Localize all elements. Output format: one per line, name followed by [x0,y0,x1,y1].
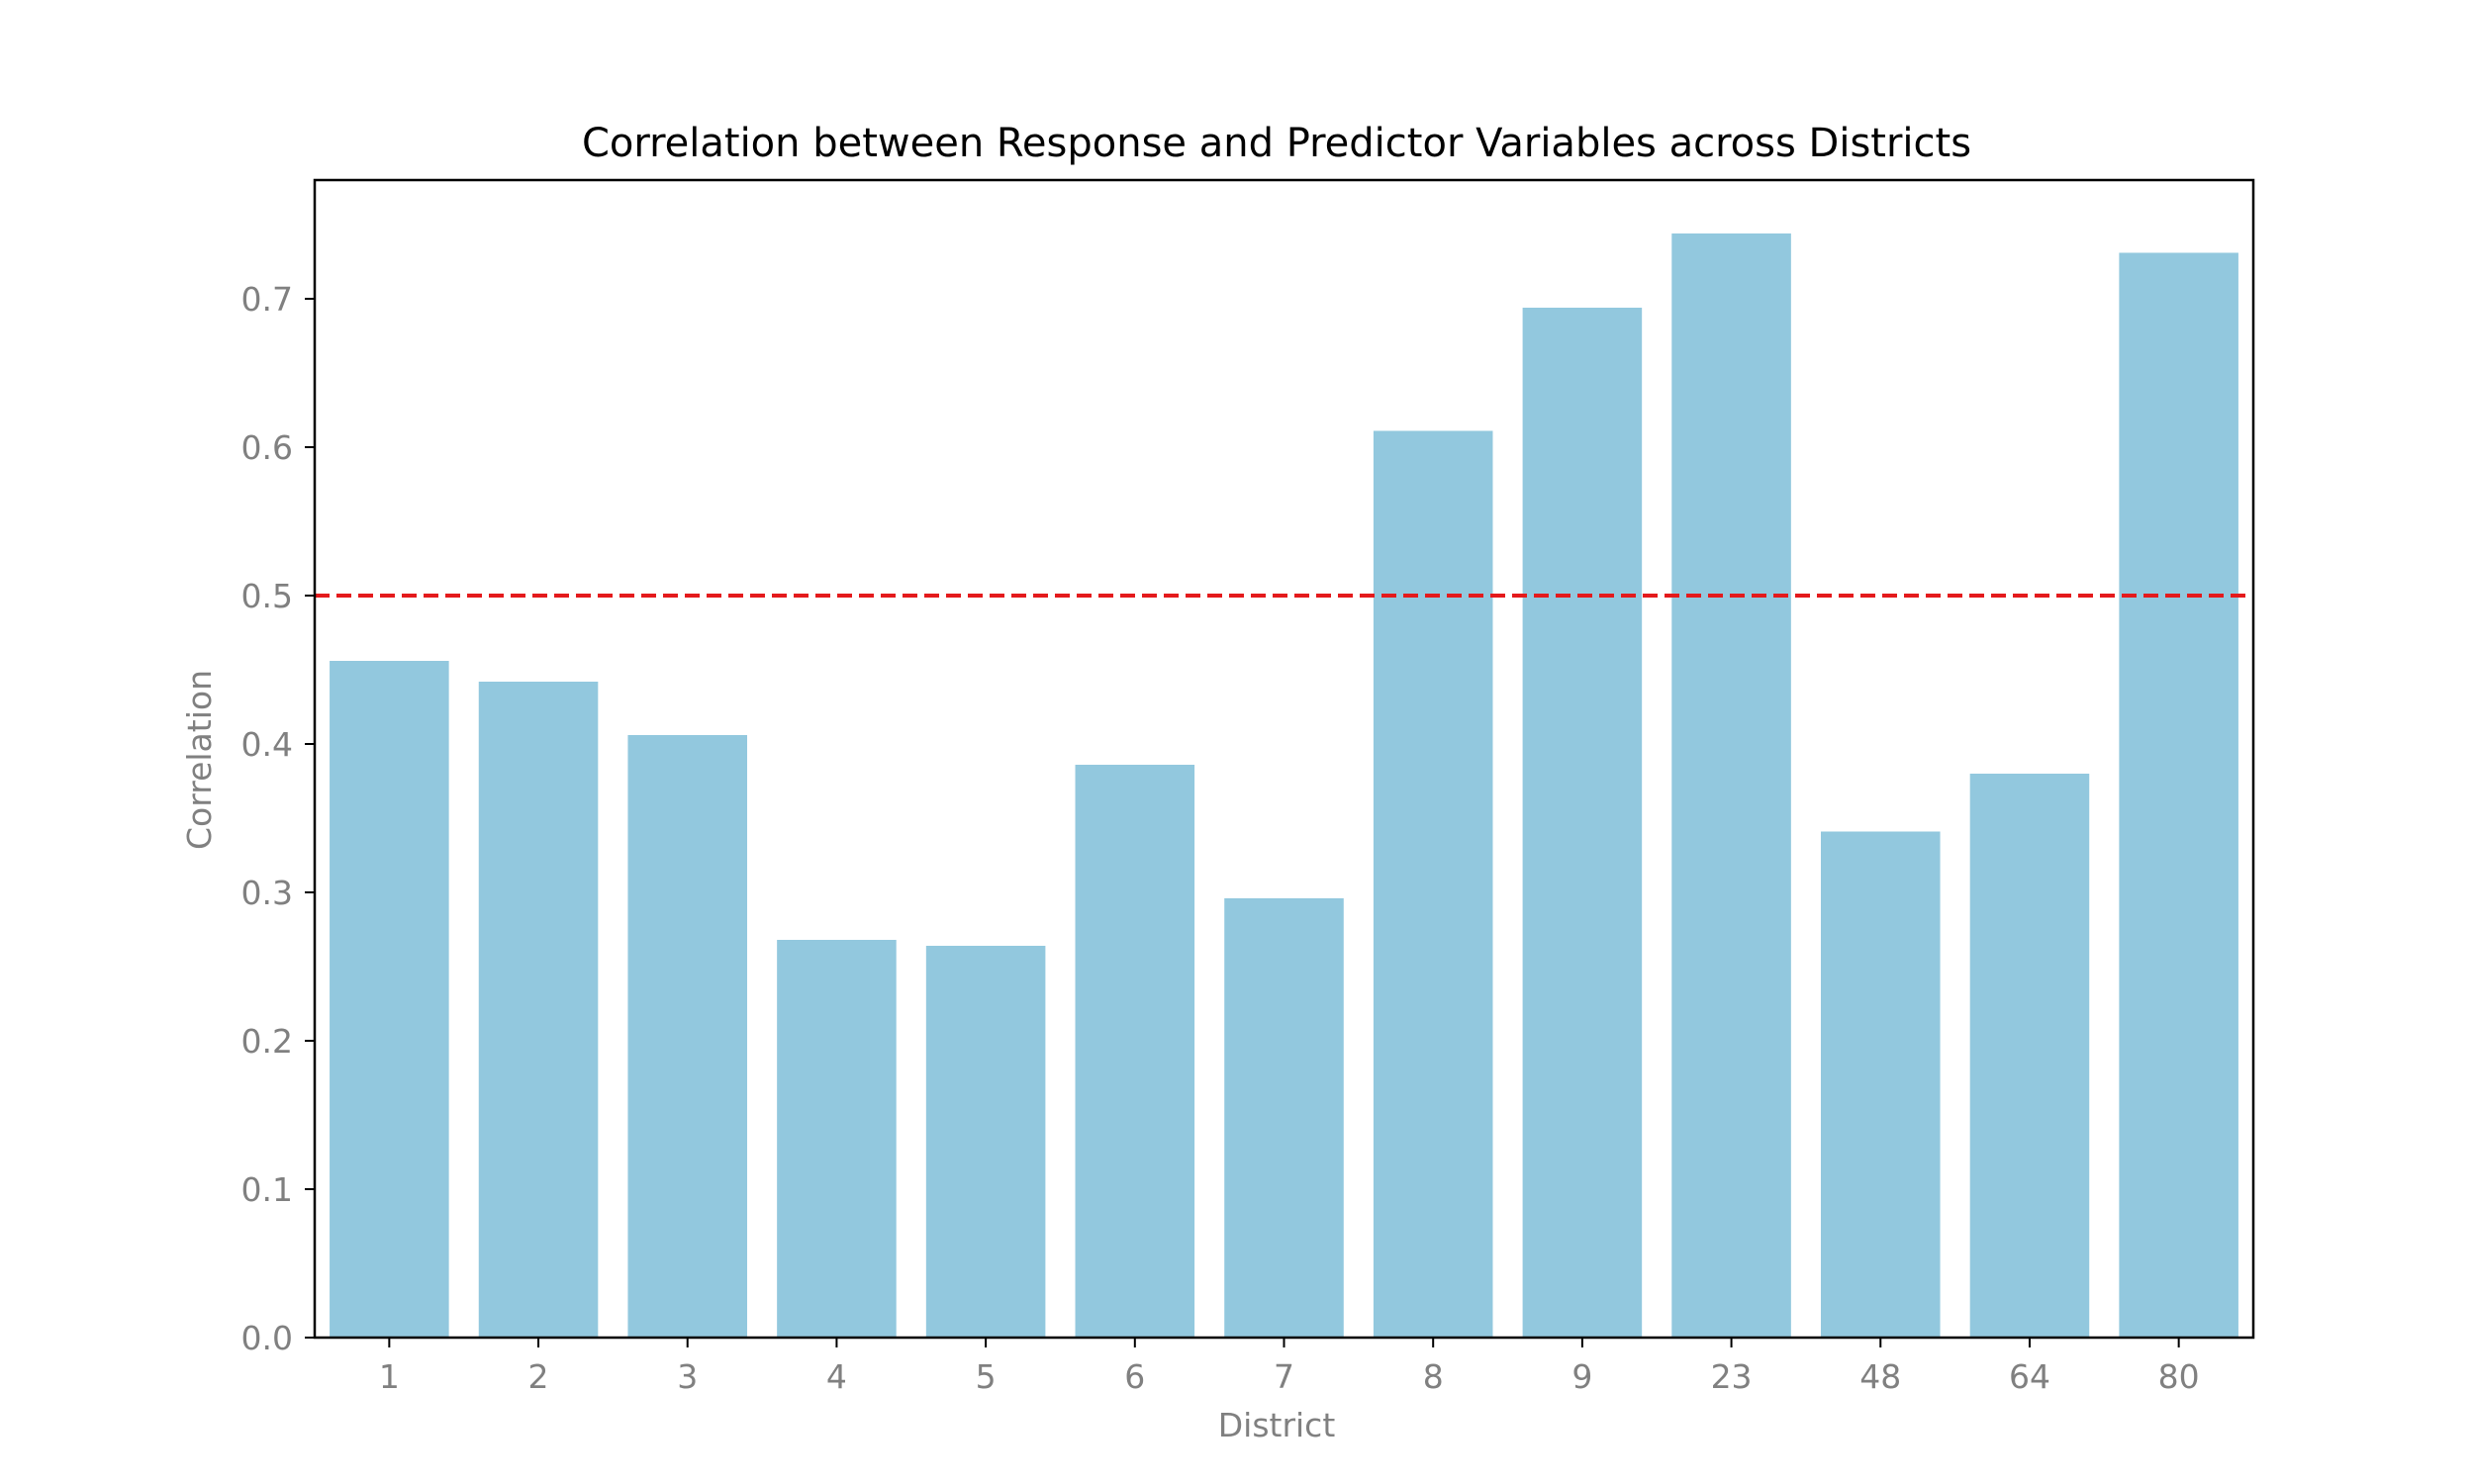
x-tick-label: 6 [1124,1357,1145,1396]
x-tick-label: 1 [379,1357,400,1396]
x-tick-label: 23 [1711,1357,1753,1396]
y-tick-label: 0.7 [241,280,293,319]
bar-district-2 [478,682,599,1338]
bar-district-64 [1969,774,2090,1338]
x-tick-label: 2 [528,1357,549,1396]
bar-district-8 [1373,430,1493,1338]
bar-district-4 [777,940,897,1338]
y-axis: 0.0 0.1 0.2 0.3 0.4 0.5 0.6 0.7 [241,280,315,1357]
x-tick-label: 80 [2158,1357,2200,1396]
x-tick-label: 9 [1571,1357,1592,1396]
bars-layer [330,233,2238,1338]
y-tick-label: 0.0 [241,1319,293,1357]
chart-title: Correlation between Response and Predict… [582,121,1971,166]
bar-district-7 [1224,898,1344,1338]
bar-district-6 [1075,765,1195,1338]
y-tick-label: 0.3 [241,874,293,912]
y-tick-label: 0.2 [241,1022,293,1061]
y-tick-label: 0.6 [241,428,293,467]
y-tick-label: 0.5 [241,577,293,615]
y-axis-label: Correlation [180,670,219,850]
x-tick-label: 7 [1274,1357,1294,1396]
y-tick-label: 0.1 [241,1170,293,1209]
y-tick-label: 0.4 [241,725,293,764]
x-axis: 1 2 3 4 5 6 7 8 9 23 48 64 80 [379,1338,2200,1396]
bar-district-9 [1522,308,1643,1338]
bar-district-1 [330,661,449,1338]
bar-district-23 [1671,233,1791,1338]
x-tick-label: 8 [1423,1357,1444,1396]
x-tick-label: 64 [2009,1357,2050,1396]
x-tick-label: 48 [1859,1357,1901,1396]
x-tick-label: 4 [826,1357,847,1396]
bar-district-48 [1820,831,1941,1338]
x-tick-label: 5 [976,1357,997,1396]
bar-district-80 [2119,252,2238,1338]
bar-district-3 [627,735,748,1338]
bar-district-5 [925,946,1046,1338]
x-axis-label: District [1218,1406,1336,1444]
x-tick-label: 3 [677,1357,698,1396]
